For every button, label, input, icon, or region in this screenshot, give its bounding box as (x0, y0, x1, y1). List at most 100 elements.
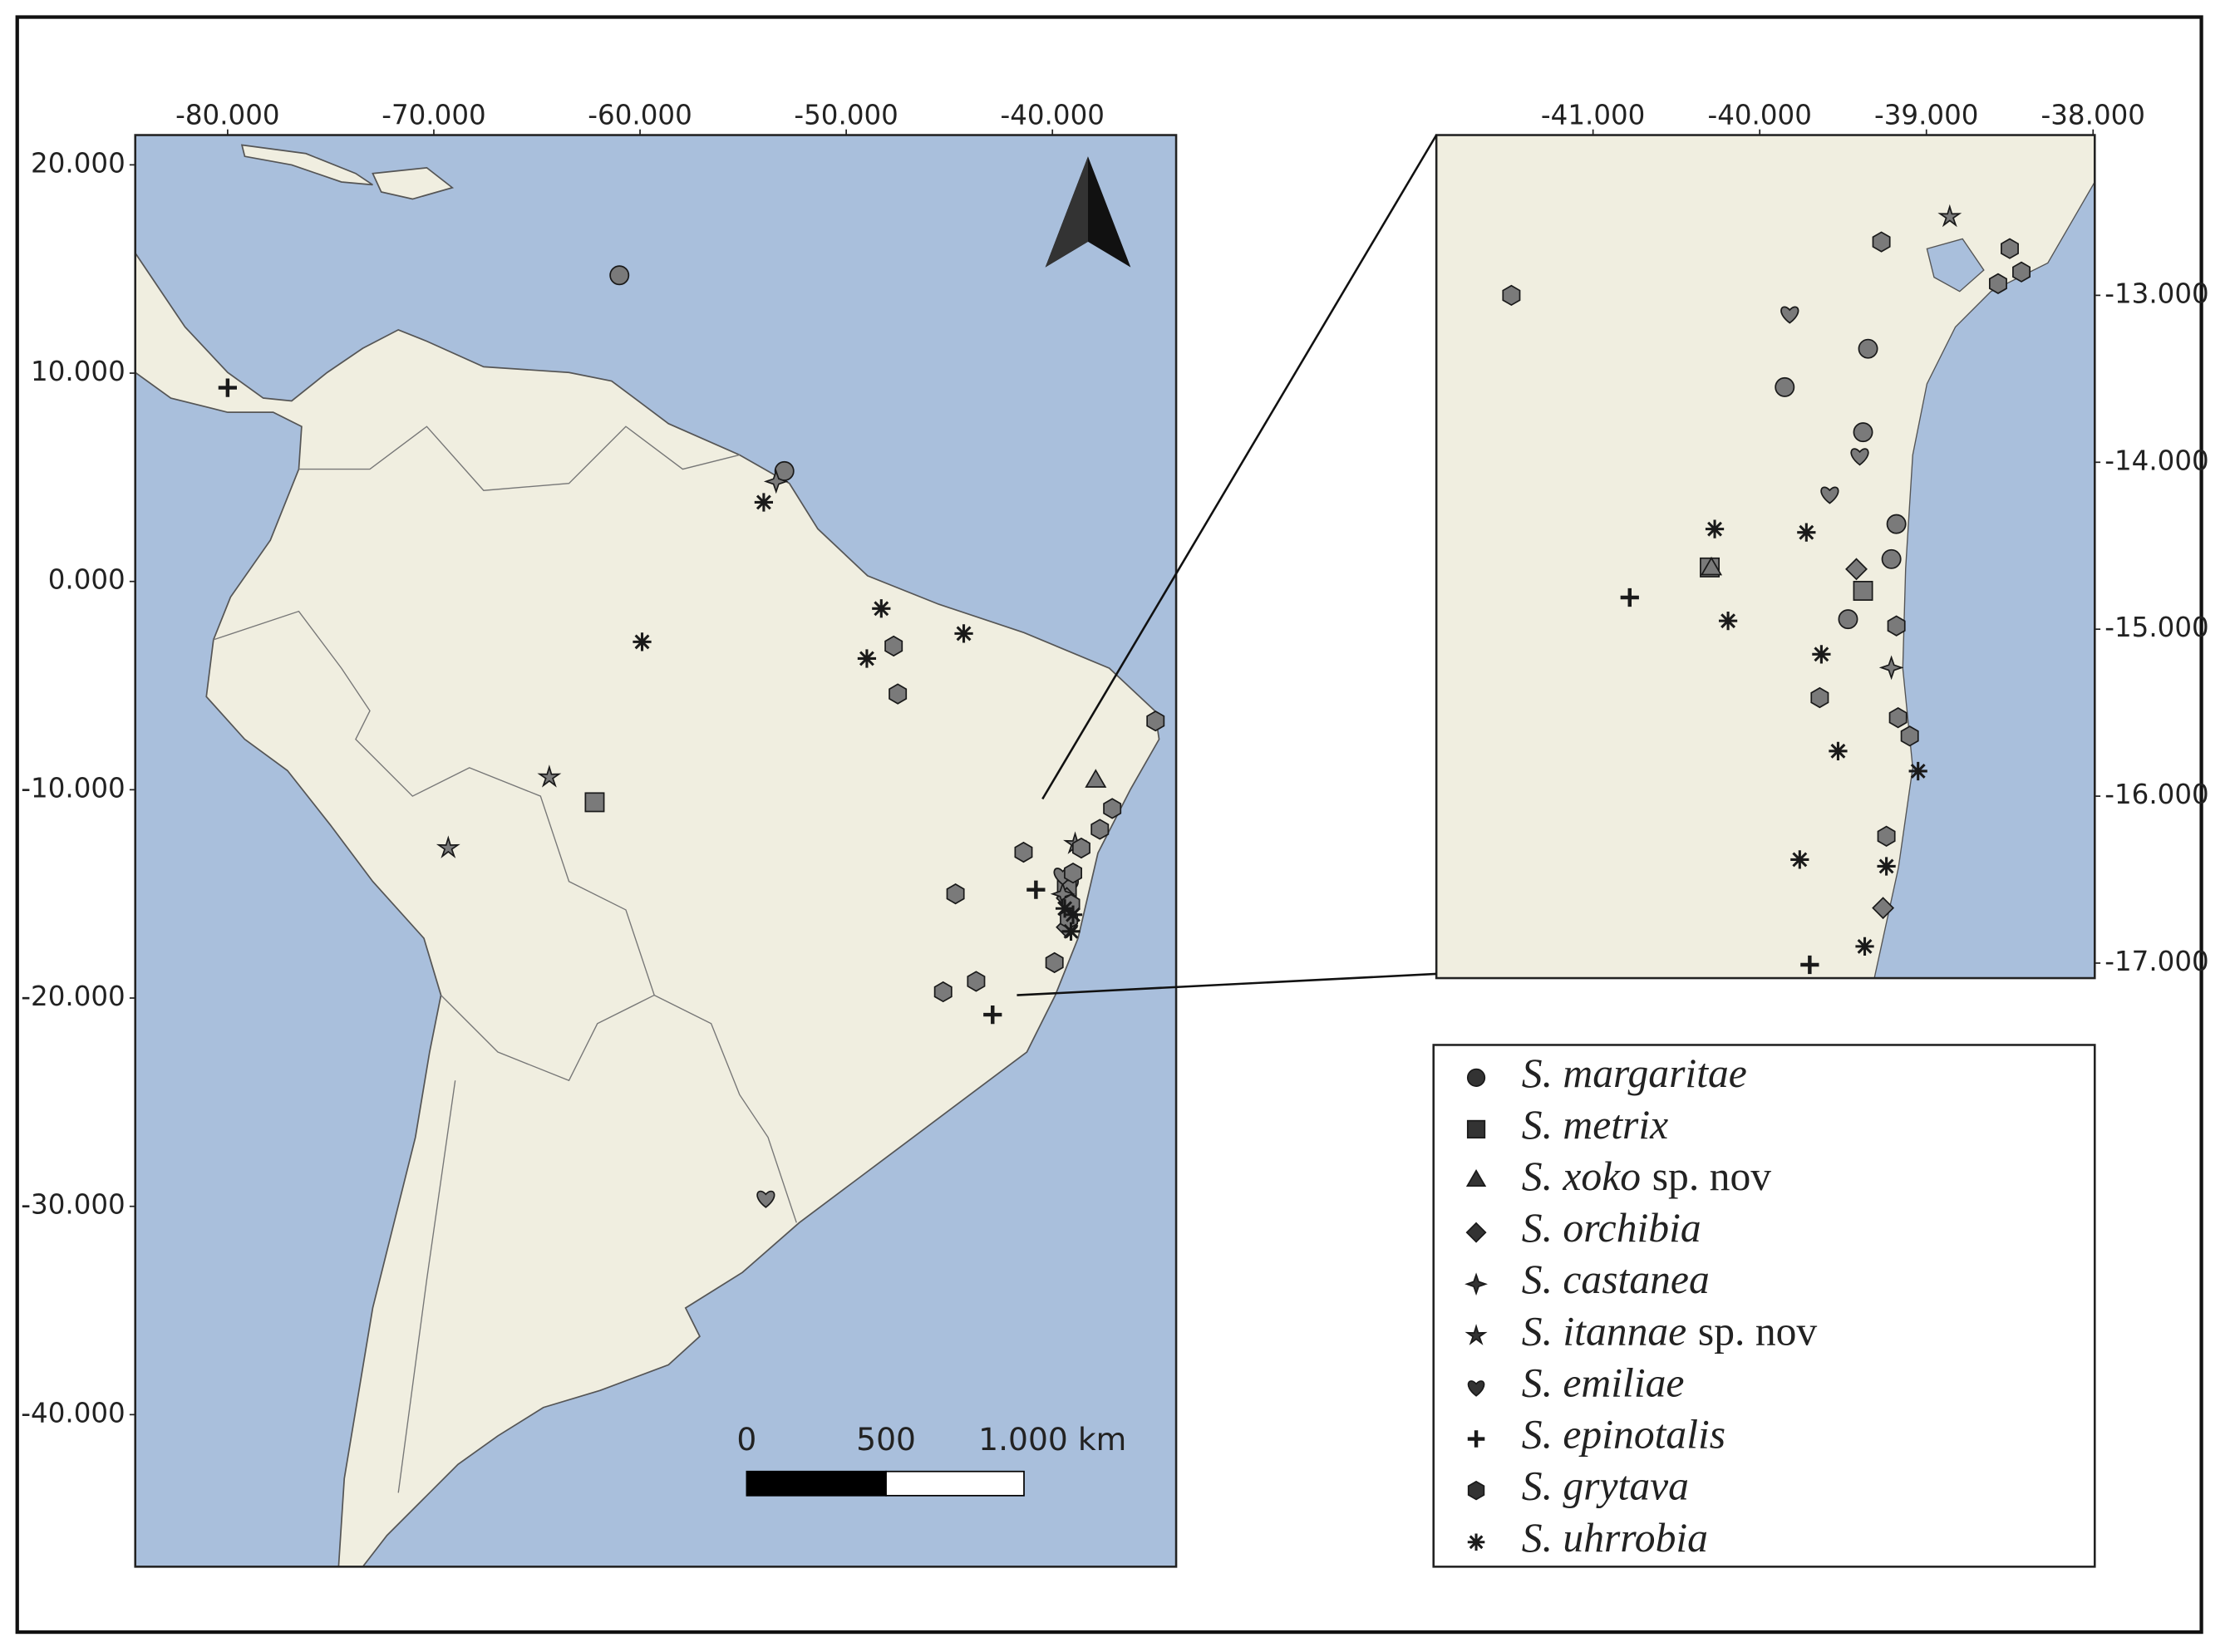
marker-circle (1881, 548, 1902, 569)
legend-name: S. emiliae (1522, 1360, 1685, 1406)
marker-asterisk (1829, 741, 1848, 760)
marker-hexagon (889, 683, 908, 705)
marker-hexagon (2012, 261, 2031, 283)
legend-suffix: sp. nov (1698, 1309, 1818, 1355)
x-tick-label: -39.000 (1874, 99, 1978, 130)
ocean (1873, 180, 2095, 979)
main-frame (134, 134, 1178, 1568)
marker-asterisk (754, 493, 774, 512)
y-tick-label: 0.000 (48, 564, 126, 596)
marker-asterisk (1063, 905, 1083, 924)
marker-asterisk (1718, 612, 1738, 631)
land-hispaniola (372, 166, 455, 200)
marker-hexagon (1090, 819, 1110, 840)
marker-heart (1820, 486, 1839, 504)
inset-map (1436, 135, 2095, 979)
legend-name: S. margaritae (1522, 1050, 1747, 1096)
y-tick-label: -10.000 (21, 772, 125, 804)
marker-asterisk (1467, 1533, 1485, 1551)
marker-hexagon (1467, 1480, 1485, 1501)
marker-hexagon (1045, 951, 1064, 974)
marker-star5 (1465, 1324, 1488, 1345)
land-cuba (240, 144, 373, 186)
marker-heart (1850, 448, 1869, 466)
y-tick-label: -15.000 (2104, 612, 2208, 643)
marker-asterisk (633, 632, 652, 651)
legend-label: S. epinotalis (1522, 1412, 1725, 1458)
y-tick-label: -17.000 (2104, 946, 2208, 977)
marker-hexagon (1502, 284, 1521, 307)
legend-name: S. uhrrobia (1522, 1515, 1708, 1561)
marker-hexagon (1887, 615, 1906, 637)
x-tick-label: -50.000 (794, 99, 898, 130)
marker-asterisk (954, 624, 973, 643)
marker-asterisk (1812, 645, 1831, 664)
marker-asterisk (1877, 857, 1896, 876)
y-tick-label: -30.000 (21, 1189, 125, 1221)
main-map: 0 500 1.000 km (135, 135, 1177, 1567)
land-south-america (135, 251, 1160, 1567)
marker-hexagon (1014, 841, 1033, 863)
marker-circle (1838, 609, 1858, 630)
marker-diamond (1845, 558, 1868, 581)
marker-asterisk (1061, 922, 1081, 941)
marker-diamond (1872, 897, 1895, 920)
marker-circle (1853, 422, 1873, 443)
legend-label: S. metrix (1522, 1102, 1668, 1148)
marker-hexagon (884, 635, 903, 657)
x-tick-label: -80.000 (175, 99, 279, 130)
marker-hexagon (1988, 273, 2007, 294)
legend-name: S. metrix (1522, 1102, 1668, 1148)
marker-circle (1466, 1068, 1486, 1087)
marker-asterisk (1797, 523, 1816, 542)
x-tick-label: -40.000 (1707, 99, 1811, 130)
y-tick-label: -14.000 (2104, 445, 2208, 476)
marker-star4 (1878, 655, 1904, 681)
bay (1926, 238, 1985, 293)
marker-diamond (1465, 1222, 1487, 1243)
marker-triangle (1085, 769, 1107, 788)
scale-label: 0 (736, 1421, 756, 1458)
marker-plus (1026, 880, 1046, 899)
marker-plus (1800, 955, 1819, 975)
scale-label: 500 (856, 1421, 916, 1458)
marker-plus (218, 378, 237, 397)
marker-hexagon (1872, 231, 1891, 253)
scale-bar-white (885, 1470, 1025, 1497)
legend-name: S. xoko (1522, 1153, 1641, 1199)
marker-heart (1467, 1380, 1485, 1397)
marker-heart (1780, 306, 1799, 324)
marker-star5 (436, 835, 460, 858)
marker-hexagon (2001, 238, 2019, 259)
inset-frame (1435, 134, 2096, 980)
x-tick-label: -40.000 (1000, 99, 1104, 130)
legend-label: S. margaritae (1522, 1050, 1747, 1096)
y-tick-label: -40.000 (21, 1397, 125, 1428)
marker-hexagon (1146, 710, 1165, 732)
legend-name: S. grytava (1522, 1463, 1689, 1509)
marker-plus (983, 1005, 1002, 1025)
legend-suffix: sp. nov (1652, 1153, 1772, 1199)
marker-hexagon (1064, 862, 1082, 884)
borders (213, 425, 797, 1493)
marker-square (1466, 1119, 1486, 1139)
marker-star5 (1937, 204, 1962, 228)
y-tick-label: 20.000 (31, 147, 126, 179)
marker-star5 (537, 765, 562, 788)
legend-label: S. castanea (1522, 1257, 1710, 1303)
marker-star4 (1465, 1272, 1488, 1296)
marker-asterisk (1055, 899, 1075, 918)
marker-hexagon (933, 981, 953, 1003)
marker-asterisk (1855, 937, 1874, 956)
legend-box (1432, 1044, 2096, 1568)
x-tick-label: -41.000 (1541, 99, 1645, 130)
y-tick-label: -16.000 (2104, 779, 2208, 810)
legend-label: S. grytava (1522, 1463, 1689, 1509)
marker-circle (1858, 338, 1878, 359)
connector (1041, 134, 1438, 800)
marker-hexagon (1103, 798, 1122, 819)
marker-plus (1620, 588, 1639, 607)
legend-label: S. uhrrobia (1522, 1515, 1708, 1561)
marker-heart (756, 1190, 775, 1208)
legend-label: S. orchibia (1522, 1206, 1701, 1251)
